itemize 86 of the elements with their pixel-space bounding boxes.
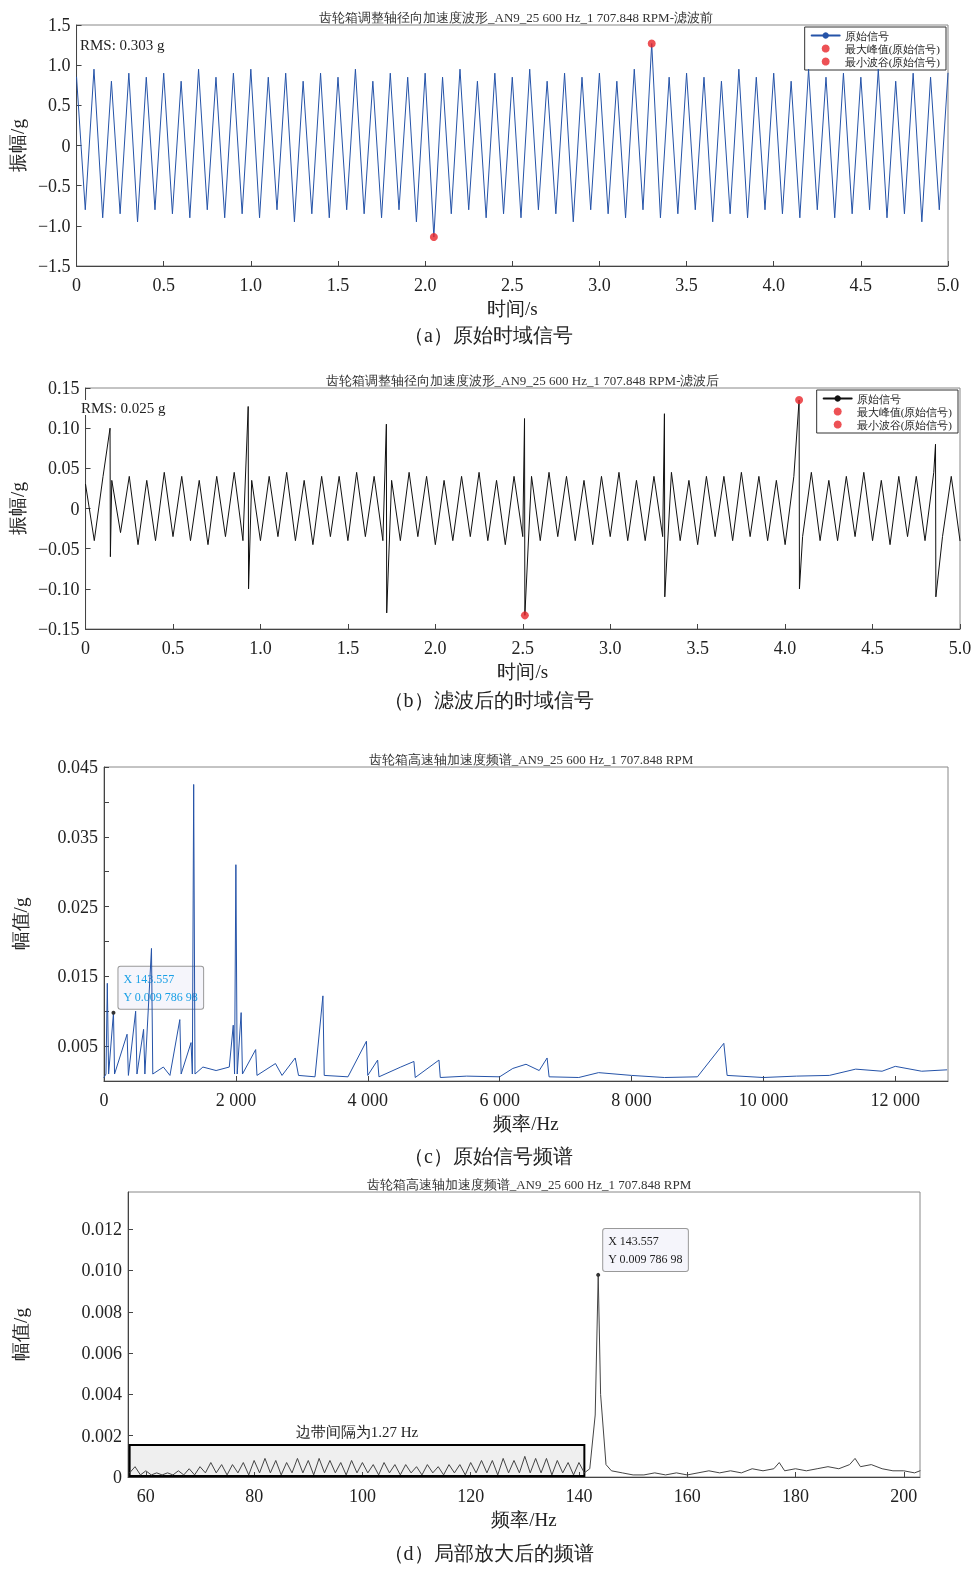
x-tick-label: 2.5 (501, 275, 524, 295)
x-tick-label: 5.0 (948, 638, 972, 658)
legend-label: 最大峰值(原始信号) (856, 405, 953, 419)
text: （c）原始信号频谱 (404, 1145, 573, 1167)
chart-title: 齿轮箱调整轴径向加速度波形_AN9_25 600 Hz_1 707.848 RPM-滤波前 (319, 10, 713, 25)
x-tick-label: 4.0 (773, 638, 797, 658)
x-tick-label: 3.5 (675, 275, 698, 295)
y-tick-label: 0.015 (57, 966, 98, 987)
x-tick-label: 8 000 (611, 1090, 652, 1110)
x-tick-label: 200 (890, 1486, 918, 1506)
legend-label: 最小波谷(原始信号) (856, 418, 953, 432)
x-tick-label: 3.0 (588, 275, 611, 295)
x-axis-title: 频率/Hz (493, 1112, 559, 1134)
y-tick-label: 0.045 (57, 757, 98, 777)
y-tick-label: 0.008 (81, 1301, 122, 1322)
y-tick-label: 0.5 (48, 95, 71, 116)
y-tick-label: 0.15 (48, 378, 80, 398)
x-tick-label: 5.0 (936, 275, 960, 295)
y-tick-label: −0.5 (37, 175, 71, 196)
y-tick-label: 0.025 (57, 896, 98, 917)
y-tick-label: 0 (113, 1467, 122, 1487)
y-axis-title: 振幅/g (7, 481, 28, 535)
x-tick-label: 140 (565, 1486, 593, 1506)
y-tick-label: 1.5 (48, 15, 71, 35)
x-tick-label: 2.0 (424, 638, 447, 658)
x-tick-label: 1.5 (336, 638, 360, 658)
text: （a）原始时域信号 (404, 324, 573, 346)
band-label: 边带间隔为1.27 Hz (295, 1423, 419, 1440)
y-tick-label: −1.0 (37, 215, 71, 236)
y-tick-label: 0.012 (81, 1219, 122, 1240)
y-tick-label: 0.006 (81, 1343, 122, 1364)
x-tick-label: 80 (245, 1486, 264, 1506)
x-tick-label: 2.0 (413, 275, 437, 295)
annotation: X 143.557 Y 0.009 786 98 (608, 1233, 683, 1266)
y-tick-label: −1.5 (37, 256, 71, 276)
x-tick-label: 4.0 (762, 275, 785, 295)
x-axis-title: 时间/s (486, 297, 538, 319)
x-tick-label: 180 (781, 1486, 809, 1506)
x-tick-label: 12 000 (870, 1090, 920, 1110)
y-tick-label: −0.05 (37, 538, 80, 559)
y-tick-label: 0 (61, 135, 71, 156)
x-tick-label: 120 (457, 1486, 485, 1506)
chart-title: 齿轮箱高速轴加速度频谱_AN9_25 600 Hz_1 707.848 RPM (366, 1177, 692, 1192)
chart-title: 齿轮箱高速轴加速度频谱_AN9_25 600 Hz_1 707.848 RPM (368, 752, 694, 767)
x-tick-label: 6 000 (479, 1090, 520, 1110)
y-tick-label: 0.004 (81, 1384, 122, 1405)
x-tick-label: 2.5 (511, 638, 535, 658)
x-axis-title: 时间/s (497, 660, 549, 682)
y-tick-label: 0.002 (81, 1425, 122, 1446)
y-axis-title: 幅值/g (10, 897, 31, 951)
x-tick-label: 1.5 (326, 275, 350, 295)
annotation: RMS: 0.303 g (80, 36, 166, 53)
legend-label: 最小波谷(原始信号) (844, 55, 941, 69)
legend-label: 原始信号 (856, 392, 901, 405)
x-tick-label: 4.5 (849, 275, 873, 295)
y-tick-label: 0.05 (48, 458, 80, 479)
text: （b）滤波后的时域信号 (383, 689, 594, 711)
x-tick-label: 2 000 (215, 1090, 257, 1110)
x-tick-label: 4 000 (347, 1090, 388, 1110)
y-tick-label: 0.010 (81, 1260, 122, 1281)
x-tick-label: 1.0 (249, 638, 272, 658)
x-tick-label: 0.5 (152, 275, 175, 295)
y-tick-label: 0 (70, 498, 80, 519)
y-tick-label: 0.005 (57, 1036, 98, 1057)
y-tick-label: 0.035 (57, 826, 98, 847)
y-axis-title: 振幅/g (7, 118, 28, 172)
x-tick-label: 100 (348, 1486, 376, 1506)
y-tick-label: −0.15 (37, 619, 80, 639)
x-tick-label: 3.0 (598, 638, 622, 658)
y-tick-label: −0.10 (37, 578, 80, 599)
chart-title: 齿轮箱调整轴径向加速度波形_AN9_25 600 Hz_1 707.848 RPM-滤波后 (325, 373, 720, 388)
legend-label: 原始信号 (844, 29, 889, 42)
x-tick-label: 160 (673, 1486, 701, 1506)
annotation: RMS: 0.025 g (81, 399, 167, 416)
y-tick-label: 1.0 (48, 55, 71, 76)
x-tick-label: 3.5 (686, 638, 709, 658)
x-axis-title: 频率/Hz (491, 1508, 557, 1530)
x-tick-label: 1.0 (239, 275, 263, 295)
legend-label: 最大峰值(原始信号) (844, 42, 941, 56)
text: （d）局部放大后的频谱 (383, 1542, 594, 1564)
x-tick-label: 0.5 (161, 638, 185, 658)
x-tick-label: 10 000 (738, 1090, 789, 1110)
x-tick-label: 4.5 (861, 638, 884, 658)
y-tick-label: 0.10 (48, 418, 80, 439)
x-tick-label: 60 (136, 1486, 155, 1506)
y-axis-title: 幅值/g (10, 1307, 31, 1361)
